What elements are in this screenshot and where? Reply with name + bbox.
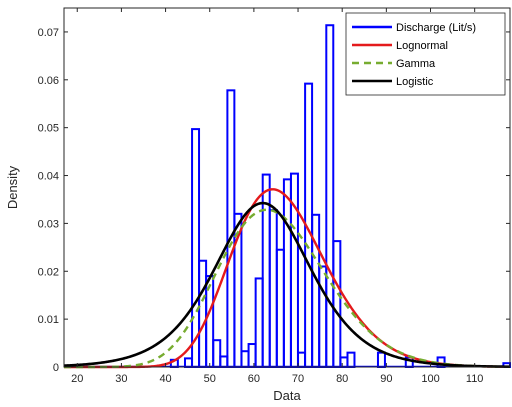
y-tick-label-0: 0	[53, 362, 59, 374]
legend-label-logistic: Logistic	[396, 76, 434, 88]
legend-label-histogram: Discharge (Lit/s)	[396, 22, 476, 34]
y-tick-label-4: 0.04	[38, 171, 59, 183]
x-tick-label-2: 40	[159, 373, 171, 385]
legend-entry-lognormal: Lognormal	[352, 40, 448, 52]
x-tick-label-4: 60	[248, 373, 260, 385]
y-tick-label-6: 0.06	[38, 75, 59, 87]
legend-entry-histogram: Discharge (Lit/s)	[352, 22, 476, 34]
x-tick-label-9: 110	[466, 373, 484, 385]
x-tick-label-5: 70	[292, 373, 304, 385]
y-tick-label-7: 0.07	[38, 27, 59, 39]
legend-entry-gamma: Gamma	[352, 58, 436, 70]
x-tick-label-0: 20	[71, 373, 83, 385]
legend-entry-logistic: Logistic	[352, 76, 434, 88]
x-tick-label-6: 80	[336, 373, 348, 385]
x-tick-label-3: 50	[204, 373, 216, 385]
x-axis-label: Data	[273, 388, 301, 403]
curve-logistic	[63, 201, 511, 368]
x-axis-ticks: 20 30 40 50 60 70 80 90 100 110	[71, 8, 483, 385]
y-tick-label-2: 0.02	[38, 266, 59, 278]
y-axis-label: Density	[5, 165, 20, 209]
y-tick-label-1: 0.01	[38, 314, 59, 326]
plot-frame	[63, 7, 511, 368]
y-tick-label-5: 0.05	[38, 123, 59, 135]
x-tick-label-1: 30	[115, 373, 127, 385]
legend-label-lognormal: Lognormal	[396, 40, 448, 52]
y-tick-label-3: 0.03	[38, 218, 59, 230]
y-axis-ticks: 0 0.01 0.02 0.03 0.04 0.05 0.06 0.07	[38, 27, 510, 374]
legend: Discharge (Lit/s) Lognormal Gamma Logist…	[345, 12, 506, 96]
x-tick-label-7: 90	[380, 373, 392, 385]
legend-label-gamma: Gamma	[396, 58, 436, 70]
x-tick-label-8: 100	[421, 373, 439, 385]
